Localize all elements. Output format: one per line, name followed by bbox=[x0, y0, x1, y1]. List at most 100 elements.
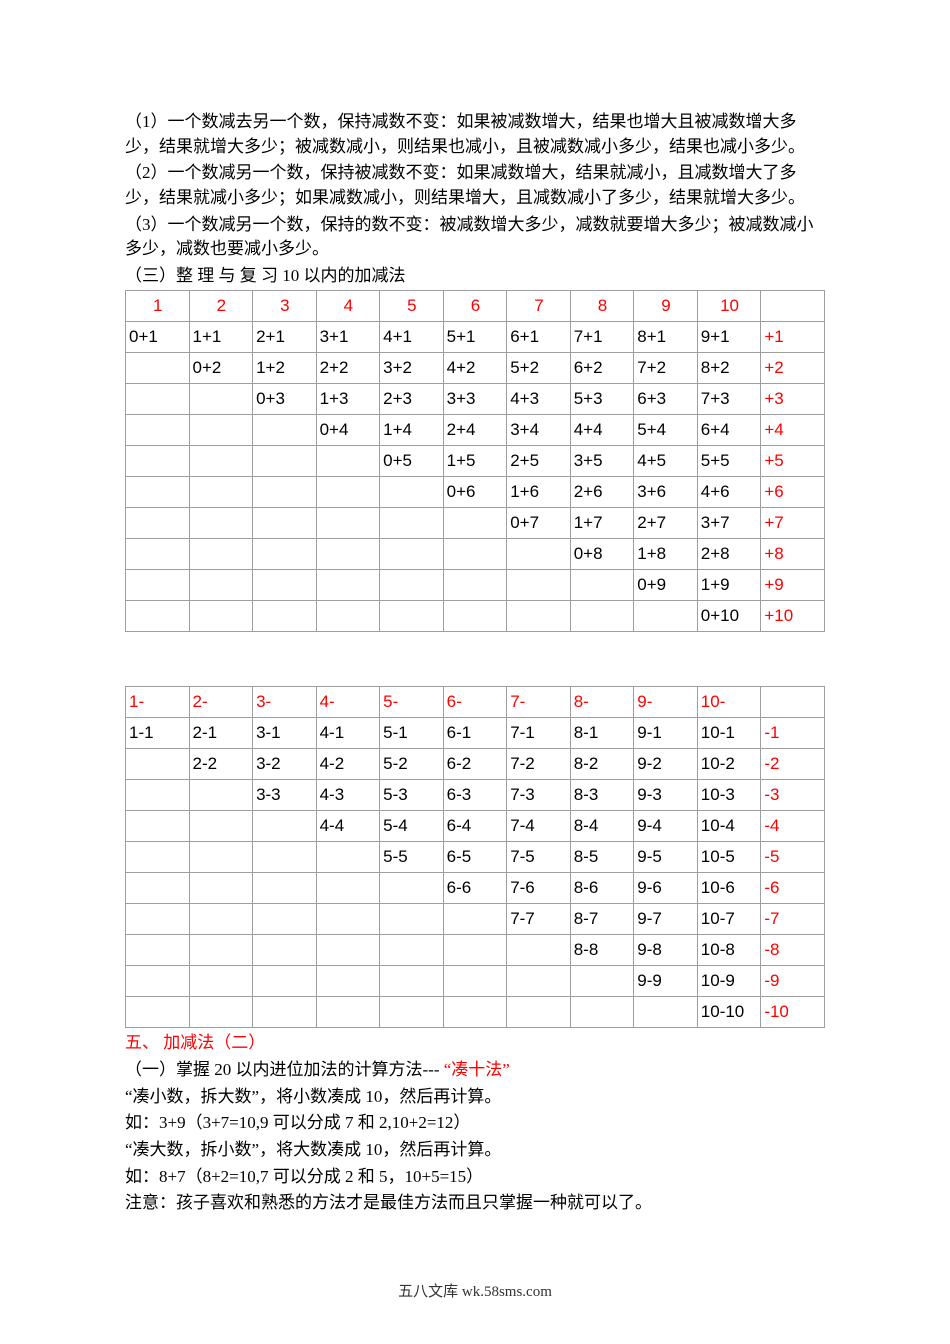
table-cell bbox=[126, 904, 190, 935]
table-cell: 1+8 bbox=[634, 539, 698, 570]
table-cell bbox=[316, 935, 380, 966]
table-cell bbox=[316, 539, 380, 570]
table-cell: 6-3 bbox=[443, 780, 507, 811]
table-cell bbox=[126, 997, 190, 1028]
document-page: （1）一个数减去另一个数，保持减数不变：如果被减数增大，结果也增大且被减数增大多… bbox=[0, 0, 950, 1344]
table-cell: 4+6 bbox=[697, 477, 761, 508]
table-cell: 5-2 bbox=[380, 749, 444, 780]
table-cell: 10-8 bbox=[697, 935, 761, 966]
table-cell: 8+1 bbox=[634, 322, 698, 353]
table-cell bbox=[253, 477, 317, 508]
table-cell: -10 bbox=[761, 997, 825, 1028]
table-cell: 2-2 bbox=[189, 749, 253, 780]
table-cell: 6-6 bbox=[443, 873, 507, 904]
table-cell bbox=[126, 842, 190, 873]
table-cell bbox=[126, 811, 190, 842]
table-cell: 8-5 bbox=[570, 842, 634, 873]
table-cell: 4+2 bbox=[443, 353, 507, 384]
table-cell: 3+5 bbox=[570, 446, 634, 477]
table-cell bbox=[189, 570, 253, 601]
table-cell bbox=[189, 446, 253, 477]
table-cell bbox=[316, 966, 380, 997]
table-cell: +4 bbox=[761, 415, 825, 446]
table-header-cell: 4 bbox=[316, 291, 380, 322]
table-header-cell: 2 bbox=[189, 291, 253, 322]
table-cell: 7-4 bbox=[507, 811, 571, 842]
table-cell: 3+4 bbox=[507, 415, 571, 446]
table-cell bbox=[443, 508, 507, 539]
table-cell: -6 bbox=[761, 873, 825, 904]
table-cell: 3+7 bbox=[697, 508, 761, 539]
table-header-cell: 6- bbox=[443, 687, 507, 718]
table-cell: 2-1 bbox=[189, 718, 253, 749]
section-five-line-3: 如：3+9（3+7=10,9 可以分成 7 和 2,10+2=12） bbox=[125, 1111, 825, 1136]
table-cell: 6+1 bbox=[507, 322, 571, 353]
table-cell bbox=[507, 935, 571, 966]
table-header-cell: 1- bbox=[126, 687, 190, 718]
table-cell bbox=[316, 508, 380, 539]
table-cell bbox=[253, 966, 317, 997]
table-cell: 8-6 bbox=[570, 873, 634, 904]
table-cell bbox=[253, 539, 317, 570]
table-cell: 5-3 bbox=[380, 780, 444, 811]
table-cell: 10-9 bbox=[697, 966, 761, 997]
table-cell bbox=[126, 935, 190, 966]
table-cell bbox=[253, 508, 317, 539]
table-cell: 0+9 bbox=[634, 570, 698, 601]
table-cell bbox=[316, 904, 380, 935]
table-cell bbox=[443, 601, 507, 632]
table-cell bbox=[570, 601, 634, 632]
table-cell: 5-1 bbox=[380, 718, 444, 749]
table-header-cell bbox=[761, 687, 825, 718]
table-cell: 9-9 bbox=[634, 966, 698, 997]
section-five-line-2: “凑小数，拆大数”，将小数凑成 10，然后再计算。 bbox=[125, 1085, 825, 1110]
table-cell bbox=[126, 539, 190, 570]
section-five-line-5: 如：8+7（8+2=10,7 可以分成 2 和 5，10+5=15） bbox=[125, 1165, 825, 1190]
table-cell bbox=[507, 570, 571, 601]
table-cell: 0+2 bbox=[189, 353, 253, 384]
table-cell: 5+1 bbox=[443, 322, 507, 353]
table-cell: +8 bbox=[761, 539, 825, 570]
table-cell bbox=[126, 780, 190, 811]
paragraph-1: （1）一个数减去另一个数，保持减数不变：如果被减数增大，结果也增大且被减数增大多… bbox=[125, 110, 825, 159]
table-cell: 8-2 bbox=[570, 749, 634, 780]
table-cell: 2+1 bbox=[253, 322, 317, 353]
table-cell: 5+4 bbox=[634, 415, 698, 446]
table-cell: 1+6 bbox=[507, 477, 571, 508]
table-cell: 4-3 bbox=[316, 780, 380, 811]
table-cell bbox=[126, 446, 190, 477]
table-cell: 6+3 bbox=[634, 384, 698, 415]
table-cell bbox=[189, 873, 253, 904]
table-cell: -4 bbox=[761, 811, 825, 842]
table-cell bbox=[316, 477, 380, 508]
table-cell: 6+2 bbox=[570, 353, 634, 384]
table-cell bbox=[316, 601, 380, 632]
table-cell: 9-5 bbox=[634, 842, 698, 873]
table-cell bbox=[570, 570, 634, 601]
table-cell: 3-2 bbox=[253, 749, 317, 780]
table-cell bbox=[380, 570, 444, 601]
table-cell: 2+4 bbox=[443, 415, 507, 446]
table-cell: 0+1 bbox=[126, 322, 190, 353]
table-cell: 4-2 bbox=[316, 749, 380, 780]
table-cell bbox=[380, 539, 444, 570]
table-cell: 7-1 bbox=[507, 718, 571, 749]
table-cell: 1+5 bbox=[443, 446, 507, 477]
table-cell: 0+4 bbox=[316, 415, 380, 446]
table-cell: 8-1 bbox=[570, 718, 634, 749]
table-cell: -9 bbox=[761, 966, 825, 997]
table-cell: 9-4 bbox=[634, 811, 698, 842]
table-cell bbox=[126, 415, 190, 446]
paragraph-4: （三）整 理 与 复 习 10 以内的加减法 bbox=[125, 264, 825, 289]
table-cell: 0+7 bbox=[507, 508, 571, 539]
table-cell bbox=[126, 966, 190, 997]
table-cell: 2+6 bbox=[570, 477, 634, 508]
table-cell: 4+5 bbox=[634, 446, 698, 477]
table-cell bbox=[189, 415, 253, 446]
table-cell: +10 bbox=[761, 601, 825, 632]
table-cell: -5 bbox=[761, 842, 825, 873]
table-cell bbox=[316, 873, 380, 904]
table-cell bbox=[189, 811, 253, 842]
table-cell: 7+1 bbox=[570, 322, 634, 353]
table-cell: 3+3 bbox=[443, 384, 507, 415]
